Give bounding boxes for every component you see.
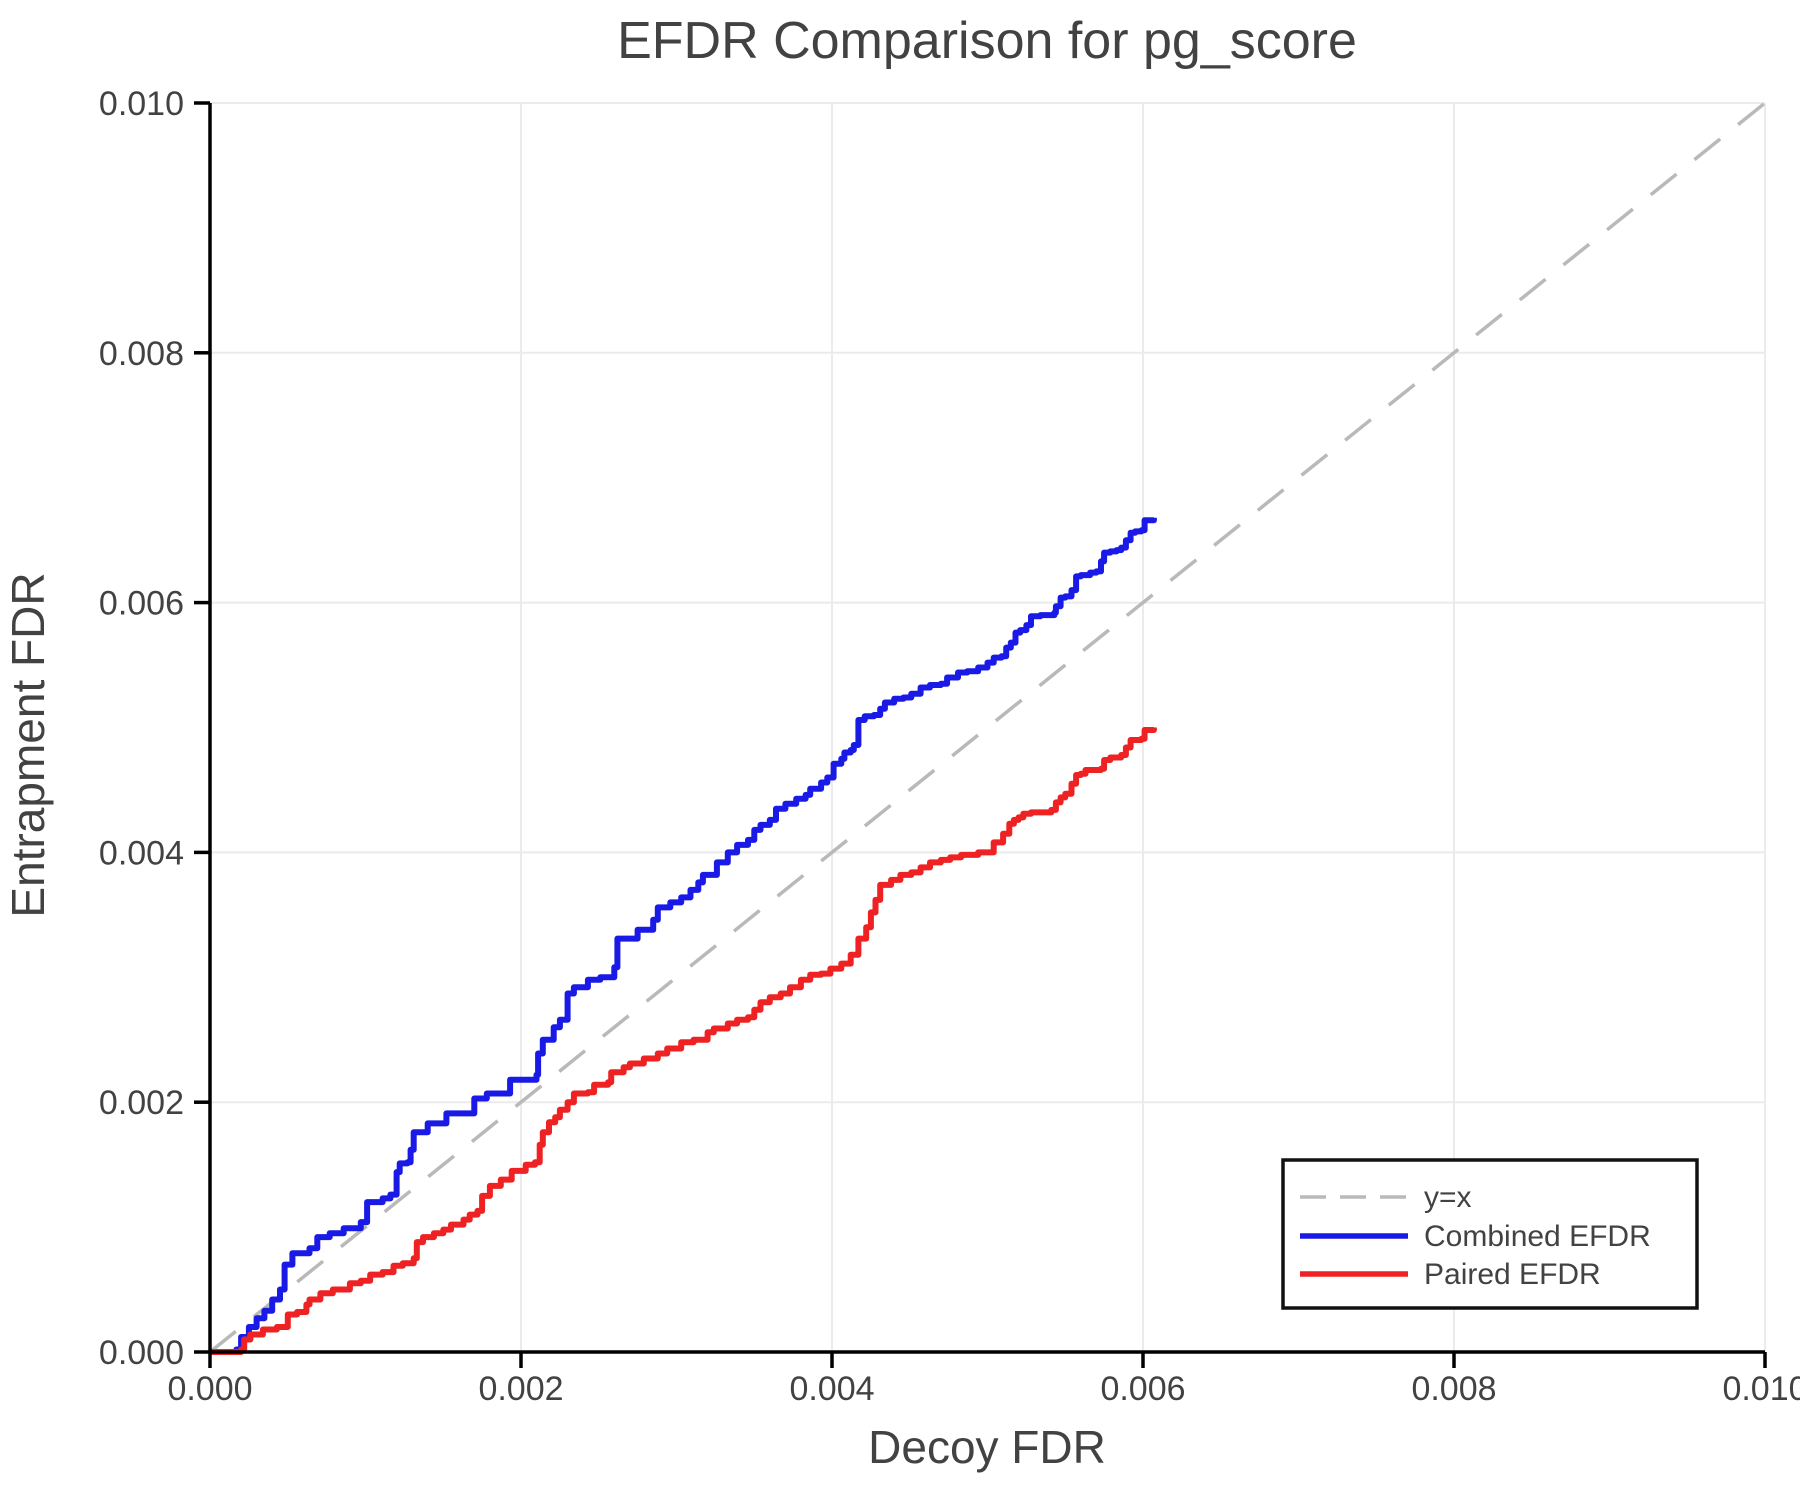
x-tick-label: 0.010 xyxy=(1722,1370,1800,1408)
y-tick-label: 0.004 xyxy=(99,834,184,872)
legend-label: y=x xyxy=(1424,1181,1472,1214)
x-axis-label: Decoy FDR xyxy=(868,1421,1106,1473)
chart-title: EFDR Comparison for pg_score xyxy=(617,12,1357,70)
combined-efdr-line xyxy=(210,517,1157,1355)
legend-item-y-x: y=x xyxy=(1300,1181,1472,1214)
legend-label: Combined EFDR xyxy=(1424,1220,1651,1253)
y-axis-label: Entrapment FDR xyxy=(2,572,54,917)
x-tick-label: 0.004 xyxy=(789,1370,874,1408)
grid-lines xyxy=(210,102,1766,1352)
legend-item-paired-efdr: Paired EFDR xyxy=(1300,1258,1601,1291)
x-tick-label: 0.006 xyxy=(1100,1370,1185,1408)
legend: y=x Combined EFDR Paired EFDR xyxy=(1281,1158,1699,1310)
paired-efdr-line xyxy=(210,727,1157,1355)
y-tick-label: 0.006 xyxy=(99,585,184,623)
y-tick-label: 0.002 xyxy=(99,1084,184,1122)
axis-spines xyxy=(208,103,1765,1354)
series-lines xyxy=(208,101,1767,1355)
legend-item-combined-efdr: Combined EFDR xyxy=(1300,1220,1651,1253)
tick-labels: 0.000 0.002 0.004 0.006 0.008 0.010 0.000 0.002… xyxy=(99,85,1800,1408)
y-tick-label: 0.000 xyxy=(99,1334,184,1372)
y-tick-label: 0.008 xyxy=(99,335,184,373)
legend-label: Paired EFDR xyxy=(1424,1258,1601,1291)
x-tick-label: 0.002 xyxy=(478,1370,563,1408)
tick-marks xyxy=(194,101,1767,1368)
x-tick-label: 0.008 xyxy=(1411,1370,1496,1408)
x-tick-label: 0.000 xyxy=(167,1370,252,1408)
y-tick-label: 0.010 xyxy=(99,85,184,123)
